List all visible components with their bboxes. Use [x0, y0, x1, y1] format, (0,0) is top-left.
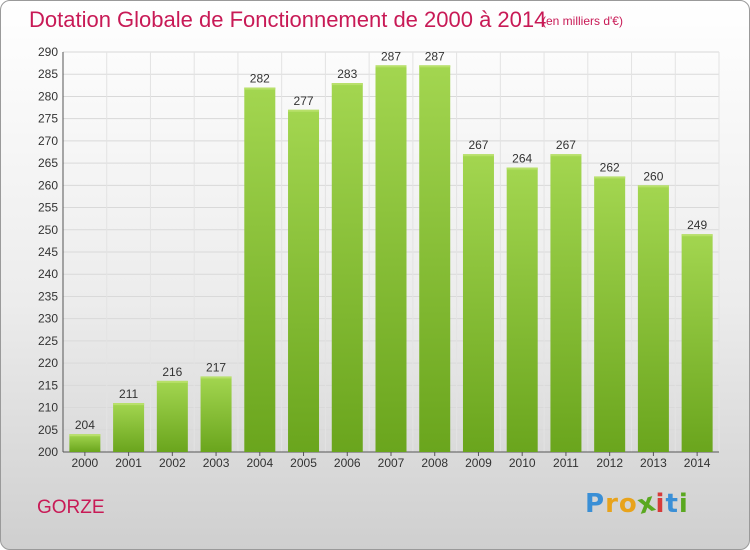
y-tick-label: 230: [38, 312, 58, 326]
y-tick-label: 220: [38, 356, 58, 370]
bar-2010: [506, 167, 538, 453]
data-label-2011: 267: [556, 138, 576, 152]
x-tick-label-2013: 2013: [640, 456, 667, 470]
data-label-2006: 283: [337, 67, 357, 81]
y-tick-label: 240: [38, 267, 58, 281]
bar-2013: [637, 185, 669, 453]
y-tick-label: 275: [38, 112, 58, 126]
x-tick-label-2000: 2000: [72, 456, 99, 470]
logo-letter: t: [665, 489, 679, 519]
x-tick-label-2014: 2014: [684, 456, 711, 470]
x-tick-label-2002: 2002: [159, 456, 186, 470]
y-tick-label: 210: [38, 401, 58, 415]
bar-highlight: [331, 83, 363, 86]
bar-2014: [681, 234, 713, 452]
data-label-2013: 260: [643, 169, 663, 183]
y-tick-label: 285: [38, 67, 58, 81]
x-tick-label-2001: 2001: [115, 456, 142, 470]
bar-highlight: [506, 167, 538, 170]
y-tick-label: 280: [38, 89, 58, 103]
data-label-2010: 264: [512, 152, 532, 166]
bar-highlight: [288, 109, 320, 112]
chart-subtitle: (en milliers d'€): [542, 14, 623, 28]
logo-letter: P: [585, 489, 606, 519]
data-label-2003: 217: [206, 360, 226, 374]
y-tick-label: 225: [38, 334, 58, 348]
labels-layer: 200 205 210 215 220 225 230 235 240 245 250 255 260 2…: [38, 45, 711, 470]
proxiti-logo[interactable]: Proxiti: [585, 487, 689, 521]
data-label-2009: 267: [468, 138, 488, 152]
data-label-2014: 249: [687, 218, 707, 232]
logo-letter: i: [655, 489, 666, 519]
x-tick-label-2003: 2003: [203, 456, 230, 470]
bar-2001: [113, 403, 145, 452]
x-tick-label-2007: 2007: [378, 456, 405, 470]
x-tick-label-2009: 2009: [465, 456, 492, 470]
data-label-2012: 262: [600, 160, 620, 174]
logo-letter: r: [605, 489, 619, 519]
bar-highlight: [637, 185, 669, 188]
bar-highlight: [69, 434, 101, 437]
x-tick-label-2006: 2006: [334, 456, 361, 470]
y-tick-label: 205: [38, 423, 58, 437]
bar-highlight: [594, 176, 626, 179]
chart-title: Dotation Globale de Fonctionnement de 20…: [29, 7, 547, 32]
bar-2008: [419, 65, 451, 452]
y-tick-label: 260: [38, 178, 58, 192]
y-tick-label: 290: [38, 45, 58, 59]
bar-2006: [331, 83, 363, 452]
y-tick-label: 245: [38, 245, 58, 259]
bar-highlight: [244, 87, 276, 90]
x-tick-label-2012: 2012: [596, 456, 623, 470]
y-tick-label: 200: [38, 445, 58, 459]
bar-2012: [594, 176, 626, 452]
y-tick-label: 255: [38, 201, 58, 215]
bar-2005: [288, 109, 320, 453]
x-tick-label-2005: 2005: [290, 456, 317, 470]
logo-letter: i: [678, 489, 689, 519]
x-tick-label-2010: 2010: [509, 456, 536, 470]
bar-highlight: [462, 154, 494, 157]
bar-2009: [462, 154, 494, 452]
y-tick-label: 265: [38, 156, 58, 170]
x-tick-label-2008: 2008: [421, 456, 448, 470]
data-label-2004: 282: [250, 72, 270, 86]
logo-letter: o: [618, 489, 638, 519]
y-tick-label: 215: [38, 378, 58, 392]
bar-highlight: [419, 65, 451, 68]
bar-highlight: [375, 65, 407, 68]
data-label-2008: 287: [425, 49, 445, 63]
bar-2000: [69, 434, 101, 452]
data-label-2002: 216: [162, 365, 182, 379]
bar-2002: [156, 380, 188, 452]
bar-highlight: [200, 376, 232, 379]
y-tick-label: 250: [38, 223, 58, 237]
data-label-2007: 287: [381, 49, 401, 63]
data-label-2005: 277: [294, 94, 314, 108]
bar-2004: [244, 87, 276, 453]
y-tick-label: 270: [38, 134, 58, 148]
bar-highlight: [113, 403, 145, 406]
bar-highlight: [156, 380, 188, 383]
bars-layer: [69, 65, 713, 453]
bar-highlight: [681, 234, 713, 237]
y-tick-label: 235: [38, 289, 58, 303]
bar-2003: [200, 376, 232, 452]
bar-2011: [550, 154, 582, 452]
x-tick-label-2011: 2011: [553, 456, 579, 470]
data-label-2001: 211: [119, 387, 138, 401]
data-label-2000: 204: [75, 418, 95, 432]
bar-2007: [375, 65, 407, 452]
x-tick-label-2004: 2004: [246, 456, 273, 470]
commune-name: GORZE: [37, 497, 105, 518]
bar-highlight: [550, 154, 582, 157]
